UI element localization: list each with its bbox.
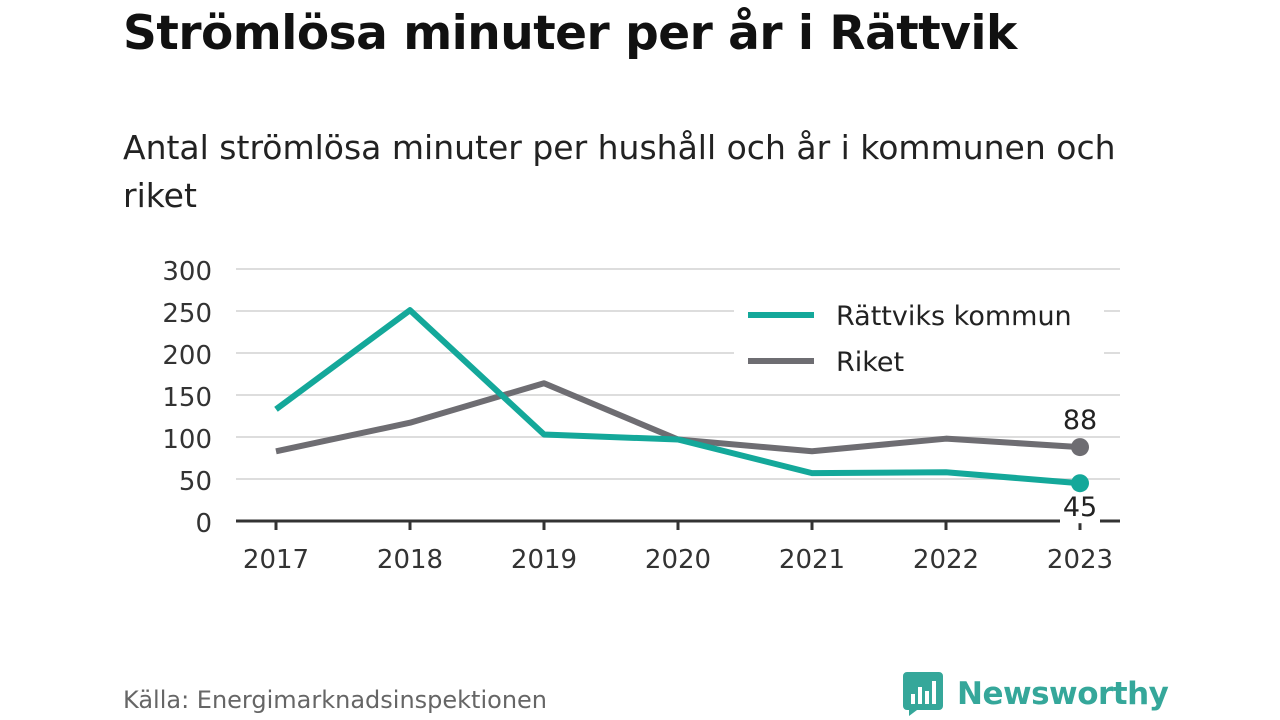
end-value-label-rattvik: 45	[1063, 492, 1097, 523]
newsworthy-brand: Newsworthy	[903, 670, 1169, 718]
x-tick-label: 2019	[511, 545, 577, 575]
legend-background	[734, 290, 1104, 386]
y-tick-label: 250	[162, 299, 212, 329]
y-tick-label: 0	[195, 509, 212, 539]
end-value-label-riket: 88	[1063, 405, 1097, 436]
x-axis: 2017 2018 2019 2020 2021 2022 2023	[236, 519, 1120, 575]
end-point-rattvik	[1071, 474, 1089, 493]
end-label-backdrop	[1060, 493, 1100, 524]
x-tick-label: 2021	[779, 545, 845, 575]
series-line-rattvik	[274, 307, 1081, 487]
x-tick-label: 2018	[377, 545, 443, 575]
x-tick-label: 2017	[243, 545, 309, 575]
legend: Rättviks kommun Riket	[734, 290, 1104, 386]
y-tick-label: 150	[162, 383, 212, 413]
series-lines: 45 88	[274, 307, 1100, 524]
source-note: Källa: Energimarknadsinspektionen	[123, 686, 548, 714]
y-tick-label: 200	[162, 341, 212, 371]
brand-name: Newsworthy	[957, 676, 1169, 712]
x-tick-label: 2023	[1047, 545, 1113, 575]
y-tick-label: 100	[162, 425, 212, 455]
chart-subtitle: Antal strömlösa minuter per hushåll och …	[123, 128, 1116, 215]
legend-label: Riket	[836, 347, 904, 378]
newsworthy-logo-icon	[903, 672, 943, 716]
end-point-riket	[1071, 438, 1089, 457]
chart-title: Strömlösa minuter per år i Rättvik	[123, 6, 1017, 61]
x-tick-label: 2022	[913, 545, 979, 575]
legend-label: Rättviks kommun	[836, 301, 1072, 332]
x-tick-label: 2020	[645, 545, 711, 575]
y-tick-label: 50	[179, 467, 212, 497]
y-tick-label: 300	[162, 257, 212, 287]
y-axis-ticks: 0 50 100 150 200 250 300	[162, 257, 212, 539]
